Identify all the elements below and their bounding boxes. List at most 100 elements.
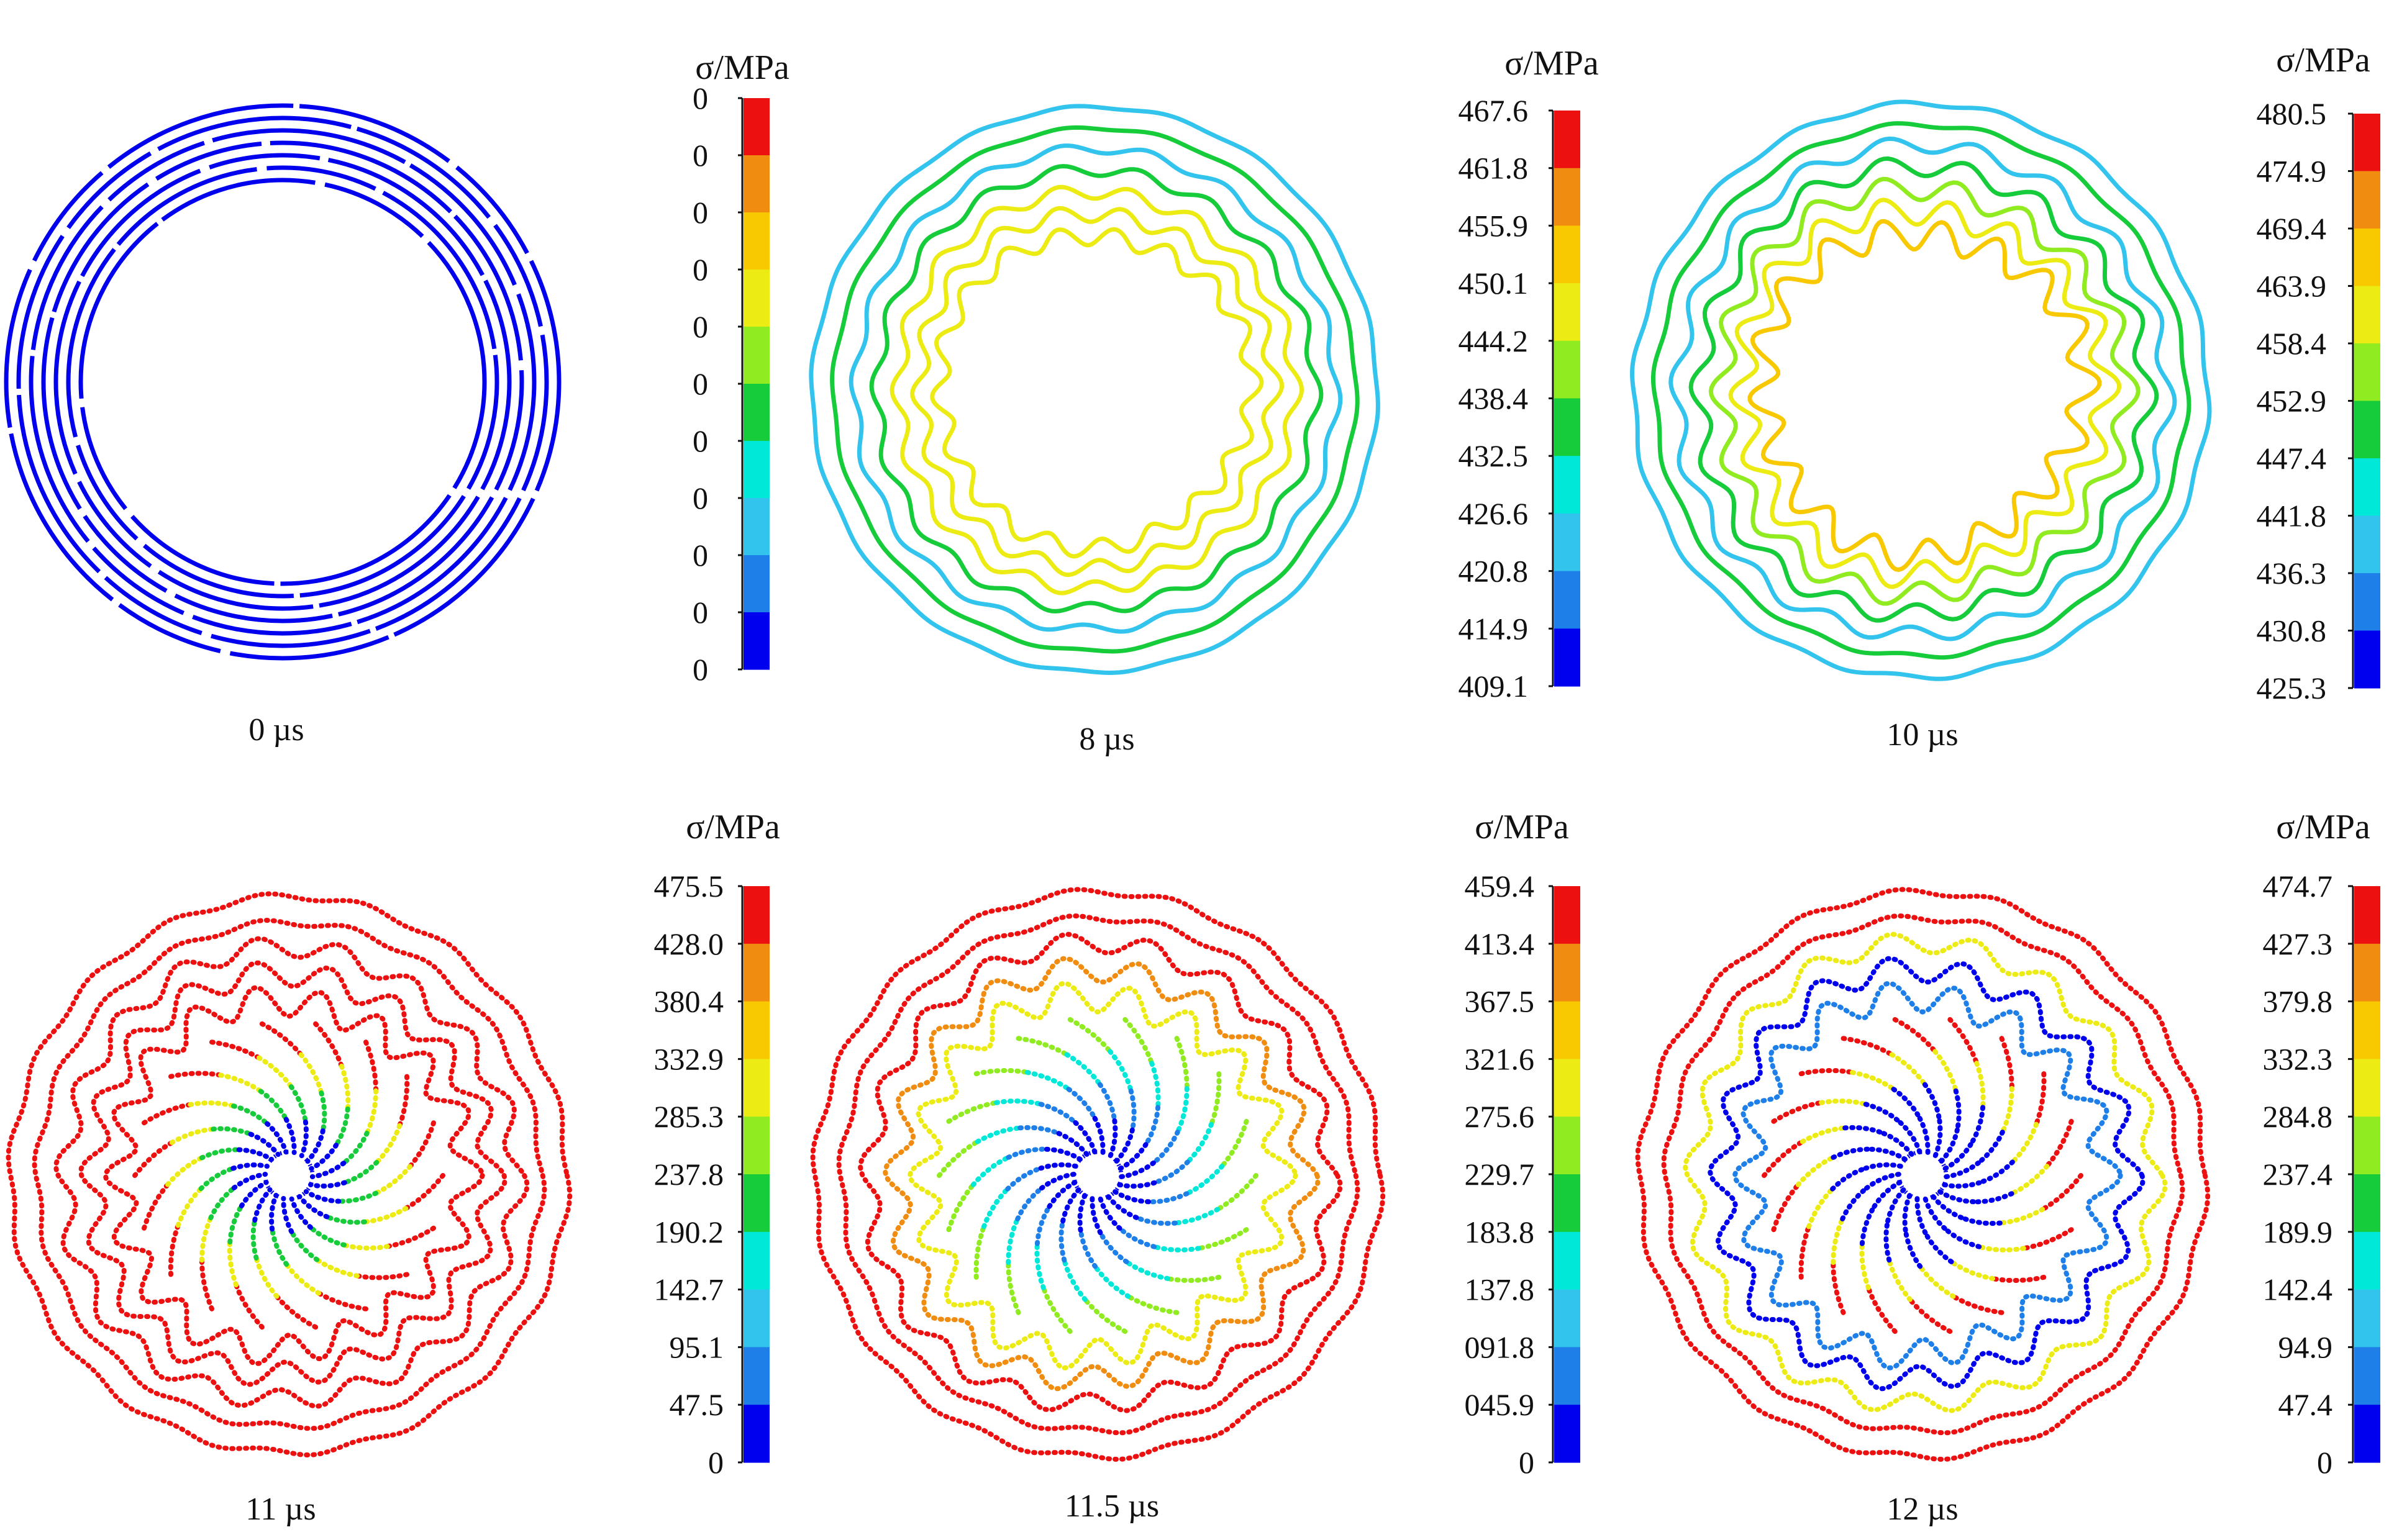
colorbar-tick-label: 0 — [693, 138, 708, 173]
spiral-arm — [208, 1185, 237, 1221]
colorbar-segment — [1554, 1405, 1580, 1463]
colorbar-tick-label: 444.2 — [1458, 324, 1529, 358]
colorbar-segment — [2354, 943, 2380, 1002]
colorbar-tick-label: 0 — [693, 481, 708, 515]
spiral-arm — [1806, 1186, 1836, 1230]
spiral-arm — [1771, 1182, 1801, 1233]
colorbar-segment — [744, 1174, 770, 1233]
colorbar-tick-label: 409.1 — [1458, 669, 1529, 704]
ring-structure-12us — [1635, 887, 2211, 1462]
spiral-arm — [1093, 1264, 1131, 1299]
spiral-arm — [1078, 1228, 1098, 1269]
spiral-arm — [1097, 1082, 1117, 1123]
spiral-arm — [385, 1225, 436, 1249]
spiral-arm — [1005, 1166, 1044, 1192]
spiral-arm — [258, 1089, 289, 1122]
spiral-arm — [1974, 1061, 1986, 1110]
ring-layer — [830, 125, 1360, 654]
spiral-core — [1072, 1149, 1124, 1202]
spiral-arm — [2044, 1118, 2074, 1169]
ring-layer — [890, 184, 1304, 596]
ring-layer — [1708, 176, 2141, 606]
spiral-arm — [1118, 1160, 1156, 1179]
spiral-arm — [289, 1229, 320, 1262]
spiral-arm — [342, 1159, 380, 1185]
colorbar-tick-label: 467.6 — [1458, 93, 1529, 128]
colorbar-tick-label: 426.6 — [1458, 496, 1529, 531]
colorbar-segment — [1554, 456, 1580, 514]
colorbar-tick-label: 0 — [693, 595, 708, 630]
colorbar-segment — [744, 155, 770, 213]
colorbar-tick-label: 430.8 — [2257, 614, 2327, 648]
colorbar-tick-label: 367.5 — [1465, 984, 1535, 1019]
spiral-arm — [1117, 1142, 1149, 1171]
colorbar-tick-label: 438.4 — [1458, 381, 1529, 416]
spiral-arm — [1090, 1196, 1103, 1236]
spiral-arm — [1149, 1061, 1161, 1110]
spiral-arm — [303, 1189, 342, 1204]
spiral-arm — [1034, 1203, 1052, 1246]
spiral-arm — [1151, 1130, 1180, 1166]
spiral-arm — [1017, 1125, 1062, 1136]
colorbar-segment — [2354, 458, 2380, 517]
spiral-arm — [248, 1131, 281, 1157]
ring-layer — [1732, 981, 2123, 1370]
spiral-arm — [1831, 1146, 1874, 1160]
spiral-arm — [231, 1172, 268, 1190]
colorbar-segment — [2354, 1289, 2380, 1348]
colorbar-tick-label: 427.3 — [2263, 926, 2333, 961]
colorbar-tick-label: 142.7 — [654, 1272, 724, 1307]
colorbar-segment — [2354, 343, 2380, 402]
spiral-arm — [1800, 1125, 1848, 1144]
colorbar-unit-label-12us: σ/MPa — [2276, 808, 2370, 846]
ring-layer — [883, 956, 1321, 1392]
ring-layer — [1630, 99, 2212, 681]
colorbar-segment — [744, 1405, 770, 1463]
spiral-arm — [1152, 1244, 1201, 1252]
ring-layer — [910, 206, 1285, 578]
colorbar-tick-label: 379.8 — [2263, 984, 2333, 1019]
spiral-arm — [1863, 1162, 1903, 1171]
ring-layer — [66, 165, 499, 599]
spiral-arm — [1152, 1159, 1190, 1185]
spiral-arm — [305, 1128, 325, 1164]
colorbar-tick-label: 237.8 — [654, 1157, 724, 1192]
ring-layer — [29, 128, 537, 636]
spiral-arm — [231, 1103, 270, 1126]
colorbar-segment — [744, 1059, 770, 1117]
colorbar-tick-label: 285.3 — [654, 1099, 724, 1134]
spiral-arm — [1038, 1162, 1078, 1171]
ring-layer — [869, 164, 1324, 614]
ring-layer — [809, 104, 1380, 676]
spiral-arm — [1865, 1285, 1898, 1334]
colorbar-unit-label-8us: σ/MPa — [1504, 44, 1599, 83]
colorbar-tick-label: 413.4 — [1465, 926, 1535, 961]
spiral-arm — [319, 1090, 327, 1133]
spiral-arm — [973, 1067, 1030, 1077]
colorbar-tick-label: 332.3 — [2263, 1041, 2333, 1076]
spiral-arm — [1047, 1180, 1078, 1209]
spiral-arm — [1067, 1017, 1113, 1054]
spiral-arm — [1114, 1127, 1135, 1164]
spiral-arm — [313, 1021, 344, 1069]
colorbar-tick-label: 425.3 — [2257, 671, 2327, 705]
time-label-0us: 0 µs — [248, 712, 304, 748]
spiral-arm — [1971, 1191, 2014, 1205]
spiral-arm — [308, 1180, 347, 1189]
spiral-arm — [1859, 1241, 1871, 1290]
spiral-arm — [253, 1256, 280, 1299]
colorbar-segment — [2354, 229, 2380, 287]
spiral-arm — [1016, 1036, 1070, 1058]
spiral-arm — [250, 1218, 259, 1261]
colorbar-tick-label: 414.9 — [1458, 611, 1529, 646]
colorbar-tick-label: 0 — [693, 366, 708, 401]
spiral-arm — [397, 1074, 410, 1128]
spiral-arm — [1917, 1115, 1931, 1155]
colorbar-tick-label: 469.4 — [2257, 211, 2327, 246]
ring-layer — [41, 140, 524, 623]
colorbar-segment — [1554, 1231, 1580, 1290]
spiral-arm — [339, 1063, 351, 1112]
ring-layer — [16, 116, 549, 648]
spiral-arm — [1923, 1196, 1947, 1231]
